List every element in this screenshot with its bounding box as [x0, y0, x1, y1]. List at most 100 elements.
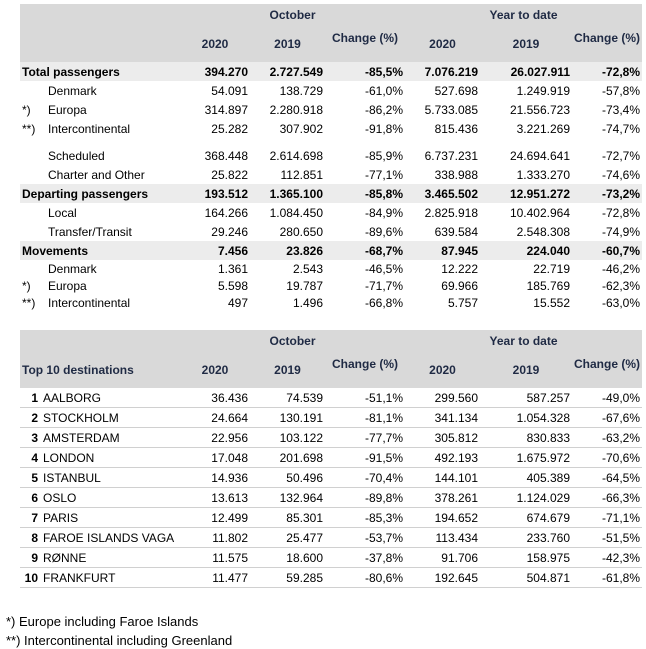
- row-label-cell: Scheduled: [20, 146, 180, 165]
- total-row: Departing passengers 193.512 1.365.100 -85,…: [20, 184, 643, 203]
- value-cell: 164.266: [204, 205, 248, 220]
- destination-name: PARIS: [43, 510, 79, 525]
- destination-row: 4 LONDON 17.048 201.698 -91,5% 492.193 1.675.9…: [20, 447, 643, 468]
- destinations-table: October Year to date Top 10 destinations 20…: [20, 330, 643, 588]
- value-cell: 14.936: [180, 467, 250, 488]
- row-label: Local: [48, 205, 77, 220]
- value-cell: -63,2%: [572, 427, 643, 448]
- value-cell: 12.499: [180, 507, 250, 528]
- value-cell: 1.496: [292, 295, 323, 310]
- value-cell: -84,9%: [364, 205, 403, 220]
- row-label: Europa: [48, 278, 87, 293]
- destination-cell: 5 ISTANBUL: [20, 467, 180, 488]
- group-header: Year to date: [405, 4, 643, 26]
- destination-name: LONDON: [43, 450, 95, 465]
- value-cell: 144.101: [405, 467, 480, 488]
- value-cell: 18.600: [250, 547, 325, 568]
- value-cell: 54.091: [211, 83, 248, 98]
- value-cell: 2.825.918: [424, 205, 478, 220]
- value-cell: 50.496: [250, 467, 325, 488]
- value-cell: -72,8%: [602, 205, 641, 220]
- value-cell: 394.270: [180, 62, 250, 81]
- spacer-cell: [20, 138, 642, 146]
- value-cell: 1.675.972: [480, 447, 572, 468]
- value-cell: -85,3%: [325, 507, 405, 528]
- value-cell: -77,1%: [364, 167, 403, 182]
- rank: 2: [31, 410, 38, 425]
- value-cell: -85,5%: [325, 62, 405, 81]
- header-cell: [20, 4, 180, 26]
- row-label: Departing passengers: [20, 184, 180, 203]
- value-cell: -85,9%: [364, 148, 403, 163]
- table-title: Top 10 destinations: [20, 352, 180, 388]
- value-cell: 11.575: [180, 547, 250, 568]
- value-cell: 368.448: [204, 148, 248, 163]
- value-cell: 13.613: [180, 487, 250, 508]
- value-cell: 69.966: [441, 278, 478, 293]
- rank: 5: [31, 470, 38, 485]
- destination-name: RØNNE: [43, 550, 87, 565]
- value-cell: 492.193: [405, 447, 480, 468]
- row-label-cell: **) Intercontinental: [20, 294, 180, 311]
- value-cell: 299.560: [405, 388, 480, 408]
- value-cell: 378.261: [405, 487, 480, 508]
- value-cell: 504.871: [480, 567, 572, 588]
- value-cell: 2.727.549: [250, 62, 325, 81]
- value-cell: -61,0%: [364, 83, 403, 98]
- row-marker: *): [22, 278, 31, 293]
- value-cell: -70,4%: [325, 467, 405, 488]
- rank: 1: [31, 390, 38, 405]
- destination-row: 2 STOCKHOLM 24.664 130.191 -81,1% 341.134 1.05…: [20, 407, 643, 428]
- column-header: 2019: [480, 352, 572, 388]
- value-cell: 1.249.919: [516, 83, 570, 98]
- data-row: Local 164.266 1.084.450 -84,9% 2.825.918 10.4…: [20, 203, 642, 222]
- destination-cell: 3 AMSTERDAM: [20, 427, 180, 448]
- value-cell: 639.584: [434, 224, 478, 239]
- destination-cell: 1 AALBORG: [20, 388, 180, 408]
- destination-row: 10 FRANKFURT 11.477 59.285 -80,6% 192.645 504.…: [20, 567, 643, 588]
- value-cell: -51,1%: [325, 388, 405, 408]
- value-cell: -37,8%: [325, 547, 405, 568]
- value-cell: 2.543: [292, 261, 323, 276]
- value-cell: 103.122: [250, 427, 325, 448]
- value-cell: 305.812: [405, 427, 480, 448]
- column-header: Change (%): [325, 352, 405, 388]
- data-row: **) Intercontinental 497 1.496 -66,8% 5.757 15…: [20, 294, 642, 311]
- data-row: Transfer/Transit 29.246 280.650 -89,6% 639.5…: [20, 222, 642, 241]
- value-cell: -80,6%: [325, 567, 405, 588]
- value-cell: -68,7%: [325, 241, 405, 260]
- value-cell: 24.664: [180, 407, 250, 428]
- value-cell: -73,4%: [602, 102, 641, 117]
- value-cell: -72,8%: [572, 62, 643, 81]
- value-cell: 1.054.328: [480, 407, 572, 428]
- value-cell: 15.552: [533, 295, 570, 310]
- value-cell: 587.257: [480, 388, 572, 408]
- value-cell: 113.434: [405, 527, 480, 548]
- value-cell: -51,5%: [572, 527, 643, 548]
- row-label-cell: **) Intercontinental: [20, 119, 180, 138]
- destination-name: FRANKFURT: [43, 570, 116, 585]
- row-label: Europa: [48, 102, 87, 117]
- rank: 4: [31, 450, 38, 465]
- column-header: 2019: [250, 26, 325, 62]
- value-cell: 25.282: [211, 121, 248, 136]
- value-cell: 23.826: [250, 241, 325, 260]
- destination-name: AALBORG: [43, 390, 102, 405]
- value-cell: 11.477: [180, 567, 250, 588]
- value-cell: 6.737.231: [424, 148, 478, 163]
- destination-name: FAROE ISLANDS VAGA: [43, 530, 175, 545]
- value-cell: 5.757: [447, 295, 478, 310]
- value-cell: 314.897: [204, 102, 248, 117]
- rank: 6: [31, 490, 38, 505]
- row-label: Denmark: [48, 83, 97, 98]
- value-cell: 2.548.308: [516, 224, 570, 239]
- value-cell: -73,2%: [572, 184, 643, 203]
- value-cell: 830.833: [480, 427, 572, 448]
- value-cell: -91,5%: [325, 447, 405, 468]
- data-row: Scheduled 368.448 2.614.698 -85,9% 6.737.231…: [20, 146, 642, 165]
- value-cell: -63,0%: [602, 295, 641, 310]
- header-row: October Year to date: [20, 330, 643, 352]
- value-cell: -81,1%: [325, 407, 405, 428]
- row-label: Denmark: [48, 261, 97, 276]
- header-row: October Year to date: [20, 4, 643, 26]
